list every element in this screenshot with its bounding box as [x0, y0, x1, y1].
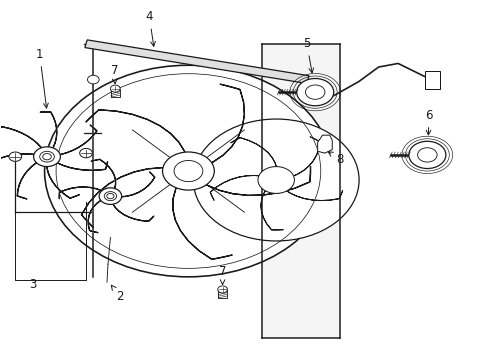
- Polygon shape: [81, 168, 188, 228]
- Circle shape: [193, 119, 358, 241]
- Polygon shape: [17, 157, 47, 199]
- Circle shape: [44, 65, 331, 277]
- Text: 3: 3: [29, 278, 36, 291]
- Polygon shape: [276, 137, 319, 180]
- Text: 1: 1: [36, 48, 48, 108]
- Circle shape: [172, 159, 204, 183]
- Polygon shape: [276, 180, 342, 201]
- Text: 5: 5: [303, 37, 313, 73]
- Polygon shape: [317, 135, 331, 153]
- Circle shape: [110, 85, 120, 92]
- Circle shape: [9, 152, 21, 161]
- Polygon shape: [40, 112, 57, 157]
- Bar: [111, 89, 120, 97]
- Circle shape: [408, 141, 445, 168]
- Bar: [424, 71, 439, 89]
- Text: 2: 2: [111, 285, 123, 303]
- Circle shape: [99, 188, 122, 204]
- Polygon shape: [85, 40, 308, 84]
- Bar: [261, 44, 339, 338]
- Circle shape: [34, 147, 61, 167]
- Circle shape: [87, 75, 99, 84]
- Bar: [218, 289, 226, 298]
- Polygon shape: [110, 172, 154, 197]
- Text: 4: 4: [145, 10, 155, 46]
- Polygon shape: [110, 196, 154, 221]
- Circle shape: [103, 191, 117, 201]
- Polygon shape: [0, 154, 47, 171]
- Polygon shape: [188, 84, 244, 171]
- Circle shape: [39, 151, 55, 162]
- Polygon shape: [86, 110, 188, 171]
- Polygon shape: [47, 157, 107, 170]
- Polygon shape: [59, 187, 110, 199]
- Polygon shape: [0, 127, 47, 157]
- Polygon shape: [91, 159, 116, 196]
- Circle shape: [258, 167, 294, 193]
- Circle shape: [296, 78, 333, 106]
- Text: 6: 6: [424, 109, 432, 135]
- Polygon shape: [188, 166, 310, 195]
- Polygon shape: [88, 196, 110, 233]
- Text: 8: 8: [327, 152, 343, 166]
- Text: 7: 7: [218, 265, 226, 284]
- Circle shape: [80, 148, 92, 158]
- Circle shape: [267, 174, 285, 186]
- Polygon shape: [46, 157, 79, 198]
- Circle shape: [162, 152, 214, 190]
- Text: 7: 7: [110, 64, 118, 84]
- Polygon shape: [260, 180, 283, 230]
- Polygon shape: [210, 175, 276, 200]
- Circle shape: [217, 286, 227, 293]
- Polygon shape: [172, 171, 232, 259]
- Polygon shape: [230, 138, 277, 180]
- Polygon shape: [47, 125, 97, 157]
